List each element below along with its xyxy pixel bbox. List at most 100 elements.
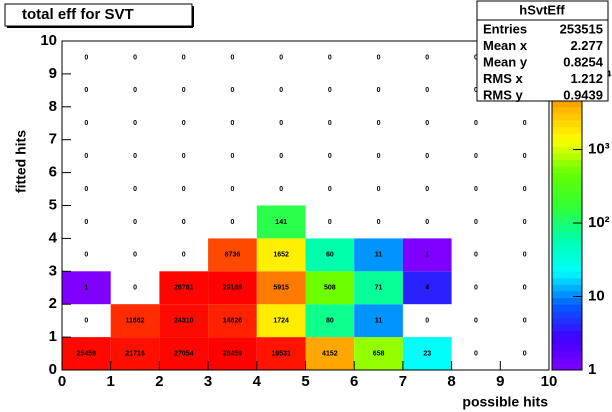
x-tick-label: 8 — [447, 373, 455, 390]
cell-label: 0 — [377, 54, 381, 61]
cell-label: 0 — [474, 317, 478, 324]
cell-label: 0 — [328, 186, 332, 193]
y-tick-label: 1 — [49, 328, 57, 345]
stats-label: Mean x — [483, 38, 528, 53]
cell-label: 0 — [279, 120, 283, 127]
y-tick-label: 3 — [49, 262, 57, 279]
cell — [305, 337, 355, 370]
cell-label: 1 — [425, 252, 429, 259]
palette-step — [552, 100, 582, 108]
cell-label: 0 — [133, 285, 137, 292]
palette-step — [552, 225, 582, 233]
palette-step — [552, 205, 582, 213]
palette-step — [552, 179, 582, 187]
cell-label: 1 — [84, 285, 88, 292]
cell-label: 0 — [377, 87, 381, 94]
cell-label: 0 — [182, 54, 186, 61]
y-tick-label: 5 — [49, 196, 57, 213]
x-tick-label: 5 — [301, 373, 309, 390]
cell-label: 0 — [377, 120, 381, 127]
cell-label: 60 — [326, 252, 334, 259]
cell-label: 0 — [523, 285, 527, 292]
palette-step — [552, 146, 582, 154]
cell-label: 26761 — [174, 285, 194, 292]
stats-value: 1.212 — [570, 71, 603, 86]
cell-label: 0 — [328, 120, 332, 127]
cell-label: 0 — [230, 186, 234, 193]
cell-label: 0 — [84, 54, 88, 61]
cell-label: 0 — [230, 219, 234, 226]
palette-step — [552, 317, 582, 325]
stats-title: hSvtEff — [519, 2, 565, 17]
cell-label: 29189 — [223, 285, 243, 292]
cell — [354, 304, 403, 338]
stats-value: 0.9439 — [563, 87, 603, 102]
cell-label: 0 — [84, 252, 88, 259]
palette-step — [552, 172, 582, 180]
cell — [256, 337, 306, 370]
palette-step — [552, 363, 582, 371]
cell — [354, 271, 403, 305]
x-tick-label: 6 — [350, 373, 358, 390]
cell-label: 4 — [425, 285, 429, 292]
palette-step — [552, 159, 582, 167]
palette-step — [552, 258, 582, 266]
palette-step — [552, 192, 582, 200]
cell-label: 0 — [474, 285, 478, 292]
cell-label: 0 — [84, 219, 88, 226]
palette-step — [552, 218, 582, 226]
cell-label: 0 — [133, 219, 137, 226]
cell-label: 11 — [375, 317, 383, 324]
cell-label: 0 — [425, 153, 429, 160]
cell-label: 0 — [425, 87, 429, 94]
cell-label: 0 — [474, 219, 478, 226]
cell — [256, 238, 306, 272]
cell-label: 25459 — [77, 350, 97, 357]
cell — [354, 337, 403, 370]
x-tick-label: 0 — [58, 373, 66, 390]
cell-label: 0 — [523, 153, 527, 160]
cell-label: 0 — [133, 120, 137, 127]
palette-step — [552, 231, 582, 239]
cell-label: 0 — [182, 153, 186, 160]
cell-label: 0 — [523, 252, 527, 259]
cell — [256, 304, 306, 338]
cell-label: 0 — [425, 120, 429, 127]
palette-step — [552, 271, 582, 279]
y-tick-label: 0 — [49, 361, 57, 378]
stats-label: Mean y — [483, 54, 528, 69]
z-tick-label: 10³ — [588, 141, 610, 158]
cell-label: 0 — [84, 87, 88, 94]
palette-step — [552, 337, 582, 345]
x-tick-label: 4 — [253, 373, 262, 390]
stats-value: 0.8254 — [563, 54, 604, 69]
cell — [402, 271, 452, 305]
cell-label: 0 — [474, 252, 478, 259]
palette-step — [552, 113, 582, 121]
palette-step — [552, 133, 582, 141]
palette-step — [552, 356, 582, 364]
cell-label: 71 — [375, 285, 383, 292]
cell-label: 1724 — [273, 317, 289, 324]
cell-label: 4152 — [322, 350, 338, 357]
cell-label: 0 — [328, 87, 332, 94]
y-tick-label: 7 — [49, 131, 57, 148]
cell — [402, 337, 452, 370]
stats-value: 2.277 — [570, 38, 603, 53]
palette-step — [552, 126, 582, 134]
cell-label: 0 — [523, 219, 527, 226]
palette-step — [552, 350, 582, 358]
cell-label: 0 — [425, 186, 429, 193]
x-tick-label: 10 — [541, 373, 558, 390]
palette-step — [552, 343, 582, 351]
cell — [256, 205, 306, 239]
palette-step — [552, 119, 582, 128]
cell-label: 0 — [523, 350, 527, 357]
cell-label: 0 — [133, 87, 137, 94]
cell-label: 0 — [474, 153, 478, 160]
z-tick-label: 10 — [588, 287, 605, 304]
cell-label: 11 — [375, 252, 383, 259]
cell — [110, 337, 160, 370]
palette-step — [552, 106, 582, 114]
cell — [256, 271, 306, 305]
